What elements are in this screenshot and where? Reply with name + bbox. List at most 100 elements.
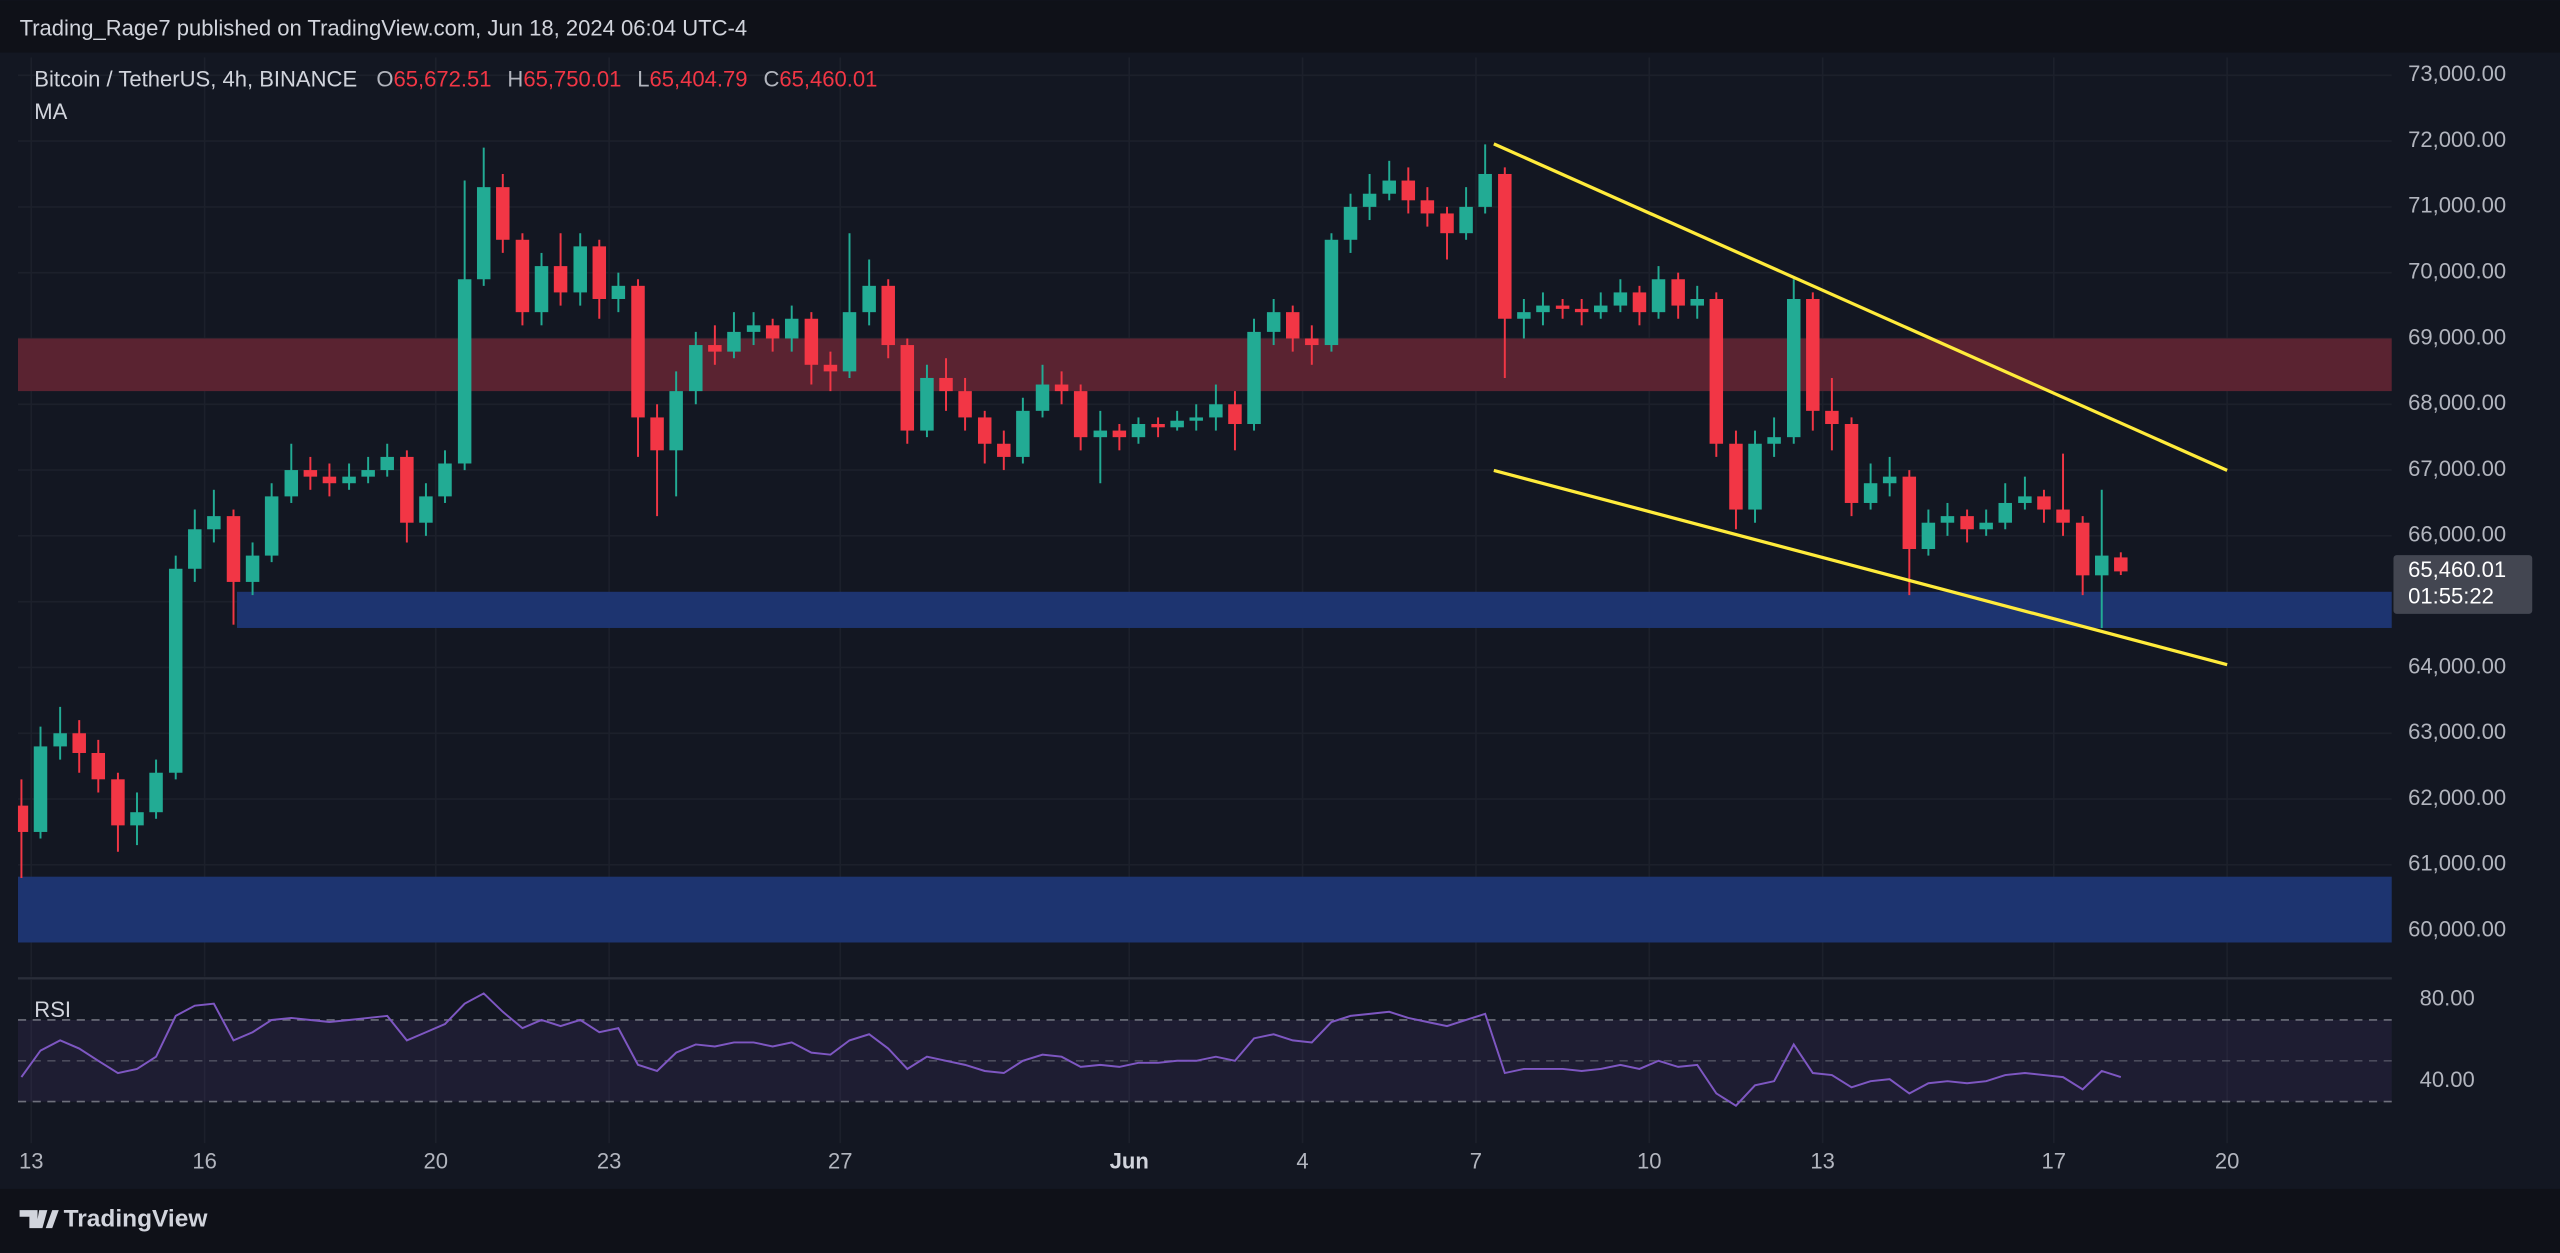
y-tick-label: 67,000.00	[2408, 456, 2506, 481]
candle-body	[1343, 206, 1358, 240]
candle-body	[1382, 180, 1396, 194]
candle-body	[746, 325, 761, 332]
candle-body	[2095, 555, 2109, 576]
ohlc-value: 65,404.79	[650, 66, 748, 91]
candle-body	[457, 279, 472, 464]
candle-body	[33, 746, 48, 832]
candle-body	[1671, 279, 1685, 306]
candle-body	[939, 377, 953, 392]
candle-body	[149, 772, 163, 813]
candle-body	[1305, 338, 1319, 346]
candle-body	[1035, 384, 1050, 411]
price-tag-label: 65,460.01	[2408, 557, 2506, 582]
candle-body	[900, 345, 915, 431]
candle-body	[1440, 213, 1454, 234]
candle-body	[476, 187, 491, 280]
candle-body	[284, 470, 299, 497]
candle-body	[1806, 298, 1820, 411]
candle-body	[823, 364, 838, 372]
candle-body	[2056, 509, 2070, 523]
candle-body	[1266, 312, 1281, 332]
y-tick-label: 63,000.00	[2408, 719, 2506, 744]
candle-body	[1690, 298, 1704, 306]
y-tick-label: 68,000.00	[2408, 390, 2506, 415]
x-tick-label: 16	[192, 1149, 217, 1174]
ohlc-key: O	[376, 66, 393, 91]
zone	[236, 591, 2392, 628]
x-tick-label: 13	[1810, 1149, 1835, 1174]
y-tick-label: 71,000.00	[2408, 193, 2506, 218]
trend-line	[1493, 142, 2228, 472]
candle-body	[130, 812, 144, 826]
rsi-pane	[17, 979, 2392, 1144]
candle-body	[1998, 502, 2012, 523]
candle-body	[862, 285, 876, 313]
candle-body	[2075, 522, 2090, 576]
candle-body	[1093, 430, 1108, 438]
candle-body	[207, 516, 221, 530]
brand-bar	[0, 1188, 2560, 1253]
candle-body	[1960, 516, 1974, 530]
candle-body	[322, 476, 337, 484]
ohlc-key: L	[637, 66, 649, 91]
ohlc-value: 65,460.01	[779, 66, 877, 91]
candle-body	[226, 516, 241, 582]
candle-body	[1324, 239, 1339, 346]
rsi-line	[20, 992, 2122, 1107]
candle-body	[1131, 424, 1146, 438]
candle-body	[1170, 420, 1184, 428]
x-tick-label: 20	[2215, 1149, 2240, 1174]
candle-body	[1882, 476, 1897, 484]
rsi-label: RSI	[34, 997, 71, 1022]
candle-body	[342, 476, 356, 484]
candle-body	[804, 318, 819, 365]
trend-line	[1493, 468, 2228, 667]
candle-body	[1902, 476, 1917, 550]
candle-body	[1825, 410, 1839, 425]
candle-body	[784, 318, 799, 339]
candle-body	[1016, 410, 1030, 457]
x-tick-label: Jun	[1110, 1149, 1149, 1174]
candle-body	[1401, 180, 1416, 201]
candle-body	[573, 246, 587, 293]
rsi-band	[17, 1019, 2392, 1102]
candle-body	[1863, 483, 1878, 503]
candle-body	[997, 443, 1011, 457]
candle-body	[1651, 279, 1666, 313]
candle-body	[1709, 298, 1724, 444]
candle-body	[631, 285, 645, 418]
candle-body	[1247, 331, 1261, 425]
price-tag	[2393, 555, 2533, 614]
candle-body	[1285, 312, 1300, 339]
x-tick-label: 23	[597, 1149, 622, 1174]
candle-body	[881, 285, 895, 346]
candle-body	[650, 417, 664, 451]
candle-body	[303, 470, 318, 477]
candle-body	[977, 417, 992, 444]
y-tick-label: 61,000.00	[2408, 851, 2506, 876]
candle-body	[1478, 173, 1492, 207]
candle-body	[380, 456, 394, 471]
candle-body	[1536, 305, 1550, 313]
candle-body	[1209, 404, 1223, 418]
ohlc-key: H	[507, 66, 523, 91]
brand-logo	[19, 1210, 59, 1229]
candle-body	[1073, 391, 1088, 438]
candle-body	[958, 391, 972, 418]
candle-body	[1189, 417, 1203, 421]
candle-body	[188, 529, 202, 569]
candle-body	[1574, 308, 1589, 313]
candle-body	[1632, 292, 1647, 313]
x-tick-label: 4	[1296, 1149, 1308, 1174]
candle-body	[515, 239, 530, 313]
candle-body	[1767, 437, 1781, 444]
y-tick-label: 70,000.00	[2408, 259, 2506, 284]
candle-body	[689, 345, 703, 392]
brand-name: TradingView	[64, 1205, 209, 1232]
y-tick-label: 73,000.00	[2408, 61, 2506, 86]
candle-body	[1593, 305, 1608, 313]
y-tick-label: 72,000.00	[2408, 127, 2506, 152]
candle-body	[400, 456, 414, 523]
